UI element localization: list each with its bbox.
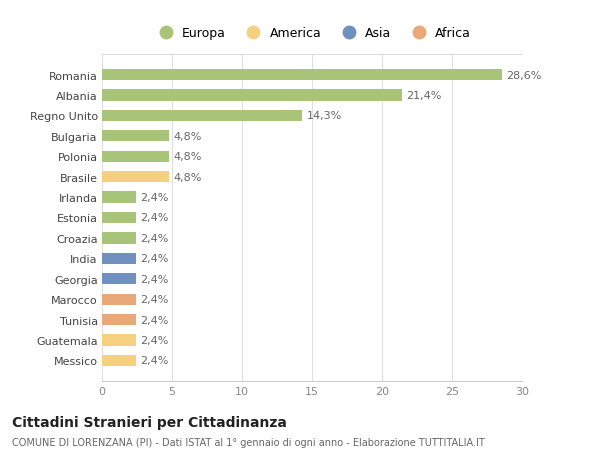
Text: 2,4%: 2,4% [140, 193, 168, 203]
Text: 4,8%: 4,8% [173, 152, 202, 162]
Text: 14,3%: 14,3% [307, 111, 341, 121]
Text: Cittadini Stranieri per Cittadinanza: Cittadini Stranieri per Cittadinanza [12, 415, 287, 429]
Bar [102, 70, 502, 81]
Text: 4,8%: 4,8% [173, 132, 202, 141]
Legend: Europa, America, Asia, Africa: Europa, America, Asia, Africa [148, 22, 476, 45]
Bar [102, 172, 169, 183]
Text: 2,4%: 2,4% [140, 233, 168, 243]
Text: 2,4%: 2,4% [140, 213, 168, 223]
Text: 2,4%: 2,4% [140, 274, 168, 284]
Bar [102, 131, 169, 142]
Bar [102, 192, 136, 203]
Bar [102, 253, 136, 264]
Bar [102, 213, 136, 224]
Bar [102, 355, 136, 366]
Text: COMUNE DI LORENZANA (PI) - Dati ISTAT al 1° gennaio di ogni anno - Elaborazione : COMUNE DI LORENZANA (PI) - Dati ISTAT al… [12, 437, 485, 447]
Text: 2,4%: 2,4% [140, 315, 168, 325]
Bar [102, 111, 302, 122]
Text: 2,4%: 2,4% [140, 295, 168, 304]
Bar [102, 314, 136, 325]
Text: 2,4%: 2,4% [140, 356, 168, 365]
Text: 4,8%: 4,8% [173, 172, 202, 182]
Bar [102, 151, 169, 162]
Bar [102, 233, 136, 244]
Bar [102, 335, 136, 346]
Bar [102, 90, 401, 101]
Text: 28,6%: 28,6% [506, 71, 542, 80]
Text: 21,4%: 21,4% [406, 91, 441, 101]
Bar [102, 274, 136, 285]
Text: 2,4%: 2,4% [140, 254, 168, 264]
Bar [102, 294, 136, 305]
Text: 2,4%: 2,4% [140, 335, 168, 345]
